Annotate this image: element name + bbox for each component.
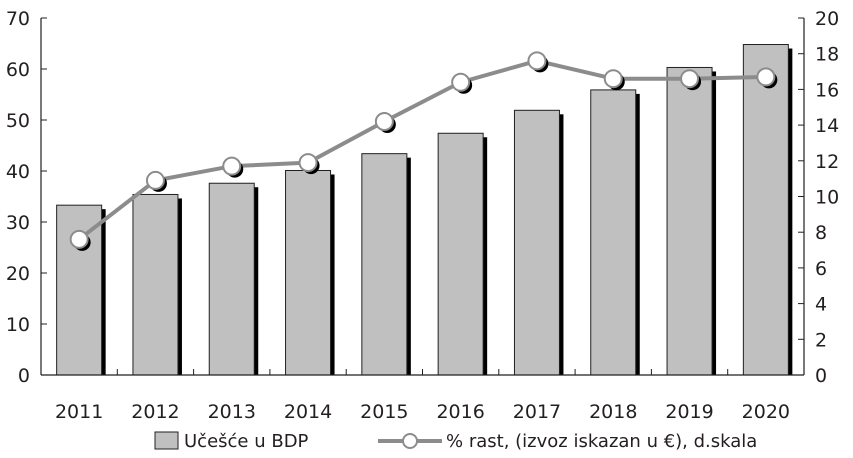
x-tick-label-2019: 2019: [665, 401, 713, 423]
bar-2020: [742, 44, 789, 376]
y-left-tick-label-70: 70: [6, 8, 30, 30]
growth-line: [69, 51, 778, 251]
x-tick-label-2013: 2013: [208, 401, 256, 423]
y-left-tick-label-10: 10: [6, 314, 30, 336]
y-right-tick-label-20: 20: [815, 8, 839, 30]
y-left-tick-label-20: 20: [6, 263, 30, 285]
tick-labels: 0 10 20 30 40 50 60 70 0 2 4 6 8 10 12 14 16 18 20 2011 2012…: [6, 8, 839, 423]
growth-line-path: [77, 58, 766, 241]
bar-2013: [208, 182, 255, 376]
bar-2019: [666, 66, 713, 376]
growth-point-2017: [527, 51, 547, 71]
bar-2018: [590, 89, 637, 376]
x-tick-label-2020: 2020: [742, 401, 790, 423]
bar-2014: [285, 169, 332, 376]
bar-2015: [361, 153, 408, 376]
y-right-tick-label-14: 14: [815, 115, 839, 137]
legend-swatch-bar: [154, 431, 179, 450]
x-tick-label-2015: 2015: [360, 401, 408, 423]
growth-point-2016: [451, 72, 471, 92]
x-tick-label-2012: 2012: [131, 401, 179, 423]
growth-point-2019: [680, 69, 700, 89]
y-right-tick-label-4: 4: [815, 294, 827, 316]
growth-point-2012: [145, 170, 165, 190]
y-right-tick-label-10: 10: [815, 187, 839, 209]
bar-2012: [132, 193, 179, 376]
growth-point-2014: [298, 153, 318, 173]
y-left-tick-label-40: 40: [6, 161, 30, 183]
growth-point-2018: [603, 69, 623, 89]
growth-point-2020: [756, 67, 776, 87]
bar-2016: [437, 132, 484, 376]
growth-point-2011: [69, 229, 89, 249]
legend-label-bar: Učešće u BDP: [184, 431, 309, 452]
y-right-tick-label-16: 16: [815, 79, 839, 101]
y-left-tick-label-30: 30: [6, 212, 30, 234]
growth-point-2015: [374, 112, 394, 132]
y-left-tick-label-0: 0: [18, 365, 30, 387]
y-right-tick-label-2: 2: [815, 329, 827, 351]
bar-2017: [513, 109, 560, 376]
bars: [56, 44, 789, 376]
y-right-tick-label-8: 8: [815, 222, 827, 244]
x-tick-label-2018: 2018: [589, 401, 637, 423]
axes: [40, 17, 805, 376]
growth-point-2013: [222, 156, 242, 176]
x-tick-label-2017: 2017: [513, 401, 561, 423]
x-tick-label-2011: 2011: [55, 401, 103, 423]
y-right-tick-label-6: 6: [815, 258, 827, 280]
y-left-tick-label-50: 50: [6, 110, 30, 132]
x-tick-label-2014: 2014: [284, 401, 332, 423]
legend-swatch-marker: [402, 433, 418, 449]
legend-label-line: % rast, (izvoz iskazan u €), d.skala: [446, 431, 757, 452]
y-right-tick-label-0: 0: [815, 365, 827, 387]
y-right-tick-label-18: 18: [815, 44, 839, 66]
legend: Učešće u BDP % rast, (izvoz iskazan u €),…: [154, 431, 757, 452]
y-left-tick-label-60: 60: [6, 59, 30, 81]
y-right-tick-label-12: 12: [815, 151, 839, 173]
x-tick-label-2016: 2016: [436, 401, 484, 423]
